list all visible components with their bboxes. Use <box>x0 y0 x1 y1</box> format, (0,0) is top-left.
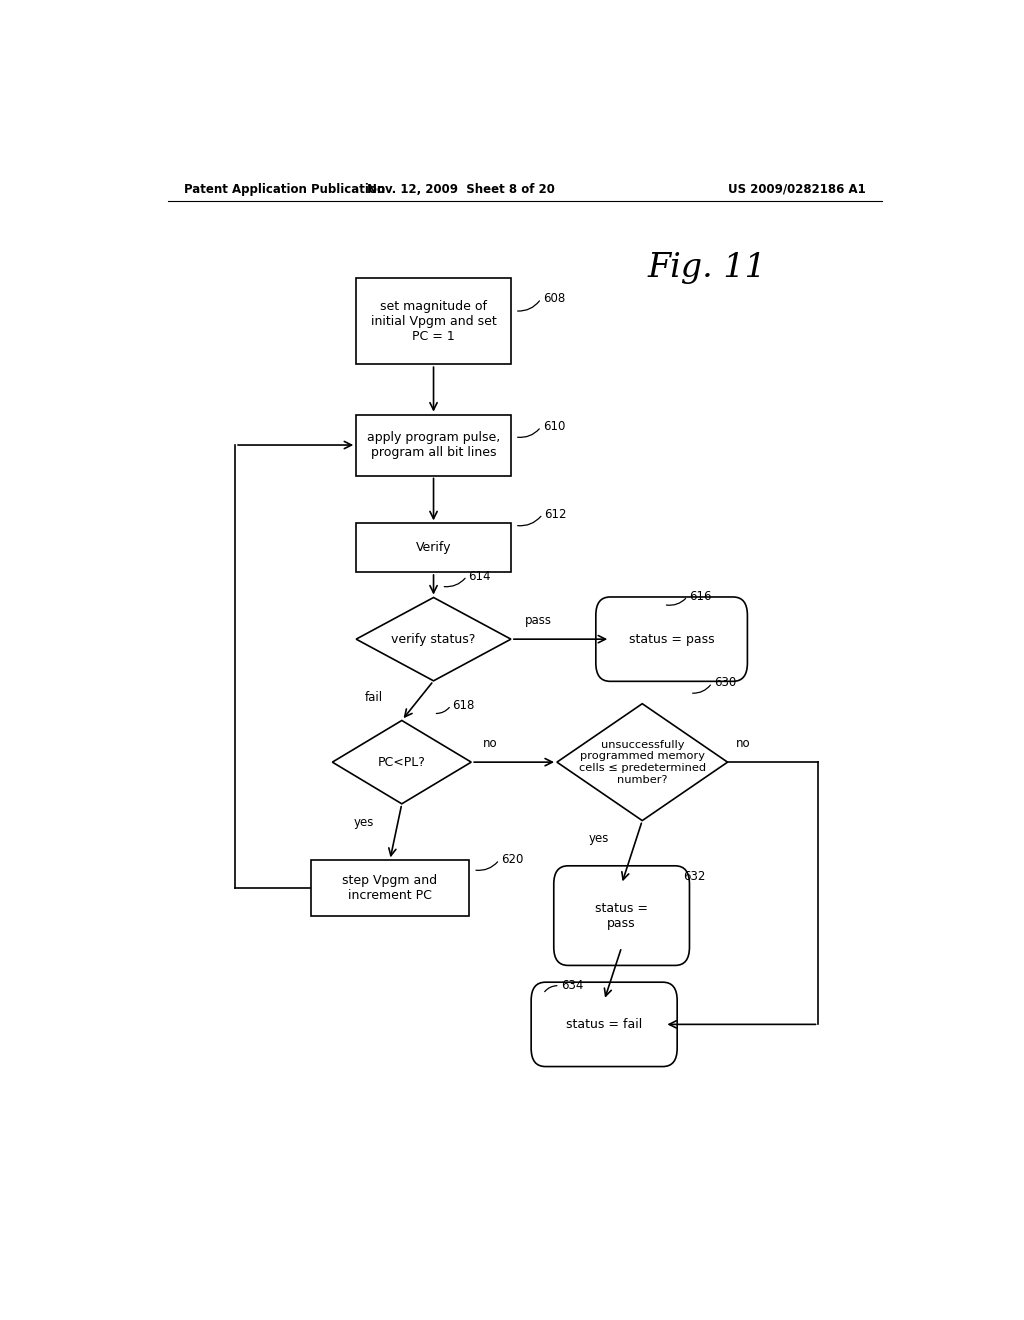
Text: set magnitude of
initial Vpgm and set
PC = 1: set magnitude of initial Vpgm and set PC… <box>371 300 497 342</box>
Text: 632: 632 <box>683 870 706 883</box>
Text: verify status?: verify status? <box>391 632 476 645</box>
Text: status = pass: status = pass <box>629 632 715 645</box>
Text: 612: 612 <box>544 508 566 520</box>
Text: status =
pass: status = pass <box>595 902 648 929</box>
Text: no: no <box>735 738 751 750</box>
Text: US 2009/0282186 A1: US 2009/0282186 A1 <box>728 183 866 195</box>
Text: Verify: Verify <box>416 541 452 554</box>
Text: pass: pass <box>525 614 552 627</box>
Text: 618: 618 <box>453 698 475 711</box>
Text: Fig. 11: Fig. 11 <box>648 252 767 284</box>
FancyBboxPatch shape <box>356 277 511 364</box>
Polygon shape <box>333 721 471 804</box>
FancyBboxPatch shape <box>531 982 677 1067</box>
Text: fail: fail <box>365 690 383 704</box>
Text: 608: 608 <box>543 292 565 305</box>
Text: status = fail: status = fail <box>566 1018 642 1031</box>
Text: 610: 610 <box>543 420 565 433</box>
Text: no: no <box>483 738 498 750</box>
FancyBboxPatch shape <box>356 523 511 572</box>
Text: Patent Application Publication: Patent Application Publication <box>183 183 385 195</box>
Text: yes: yes <box>589 833 609 845</box>
FancyBboxPatch shape <box>554 866 689 965</box>
Text: 614: 614 <box>468 570 490 582</box>
FancyBboxPatch shape <box>596 597 748 681</box>
Text: 634: 634 <box>561 979 584 993</box>
Text: 630: 630 <box>714 676 736 689</box>
FancyBboxPatch shape <box>356 414 511 475</box>
Polygon shape <box>557 704 728 821</box>
Text: yes: yes <box>353 816 374 829</box>
Text: apply program pulse,
program all bit lines: apply program pulse, program all bit lin… <box>367 432 500 459</box>
Text: step Vpgm and
increment PC: step Vpgm and increment PC <box>342 874 437 902</box>
Text: 616: 616 <box>689 590 712 603</box>
Text: 620: 620 <box>501 853 523 866</box>
Text: unsuccessfully
programmed memory
cells ≤ predetermined
number?: unsuccessfully programmed memory cells ≤… <box>579 739 706 784</box>
Polygon shape <box>356 598 511 681</box>
FancyBboxPatch shape <box>310 861 469 916</box>
Text: PC<PL?: PC<PL? <box>378 755 426 768</box>
Text: Nov. 12, 2009  Sheet 8 of 20: Nov. 12, 2009 Sheet 8 of 20 <box>368 183 555 195</box>
